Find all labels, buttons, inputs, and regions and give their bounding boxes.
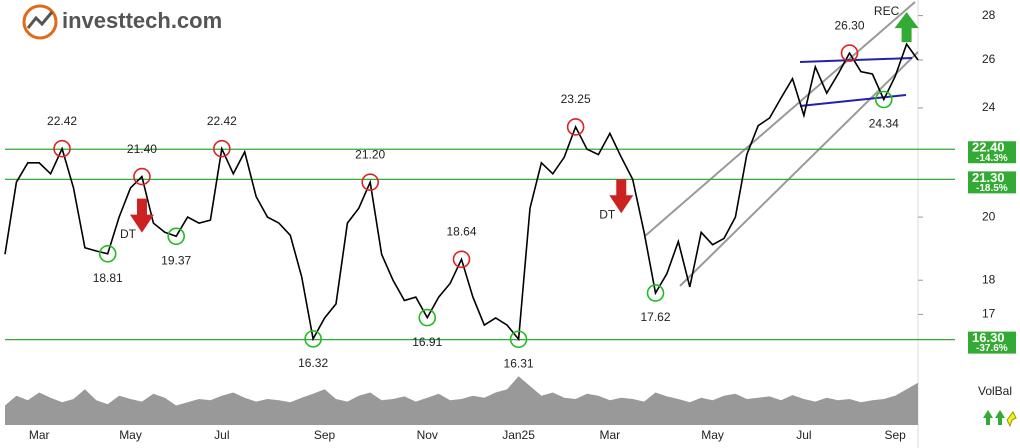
logo-icon-line — [26, 11, 54, 29]
y-tick-label: 18 — [982, 272, 996, 286]
y-tick-label: 17 — [982, 307, 996, 321]
y-tick-label: 26 — [982, 52, 996, 66]
logo-icon — [22, 4, 58, 40]
level-label-box — [968, 141, 1016, 164]
extreme-marker — [840, 44, 859, 62]
level-label: 16.30 — [972, 330, 1005, 345]
level-label-box — [968, 331, 1016, 354]
signal-label: DT — [120, 227, 137, 241]
y-tick-label: 28 — [982, 8, 996, 22]
extreme-label: 16.91 — [412, 335, 442, 349]
extreme-marker — [304, 330, 322, 348]
extreme-marker — [53, 139, 71, 158]
extreme-marker — [452, 250, 471, 269]
volume-area — [5, 376, 918, 425]
signal-icons — [983, 410, 1017, 428]
trend-channel — [679, 51, 919, 287]
signal-label: REC — [874, 4, 900, 18]
trend-line — [799, 57, 913, 63]
extreme-label: 24.34 — [869, 117, 899, 131]
extreme-marker — [874, 90, 893, 109]
extreme-marker — [133, 167, 151, 186]
y-tick-label: 24 — [982, 100, 996, 114]
x-tick-label: Mar — [600, 428, 621, 442]
x-tick-label: May — [701, 428, 724, 442]
signal-icon — [1006, 411, 1017, 428]
logo-text: investtech.com — [62, 8, 222, 33]
level-label: 21.30 — [972, 170, 1005, 185]
x-tick-label: Sep — [314, 428, 336, 442]
sell-arrow — [129, 198, 154, 233]
signal-label: DT — [599, 207, 616, 221]
extreme-label: 21.40 — [127, 142, 157, 156]
extreme-label: 18.64 — [446, 224, 476, 238]
extreme-marker — [98, 245, 117, 263]
level-change: -37.6% — [976, 343, 1008, 354]
extreme-label: 22.42 — [47, 114, 77, 128]
extreme-label: 17.62 — [640, 310, 670, 324]
extreme-label: 19.37 — [161, 253, 191, 267]
sell-arrow — [609, 179, 634, 214]
x-tick-label: Mar — [29, 428, 50, 442]
level-label-box — [968, 171, 1016, 194]
y-tick-label: 20 — [982, 209, 996, 223]
signal-icon — [995, 410, 1005, 425]
x-tick-label: Jul — [796, 428, 811, 442]
volume-label: VolBal — [978, 384, 1012, 398]
extreme-label: 16.32 — [298, 356, 328, 370]
buy-arrow — [894, 12, 919, 43]
extreme-marker — [213, 139, 231, 158]
extreme-label: 22.42 — [207, 114, 237, 128]
x-tick-label: Sep — [884, 428, 906, 442]
x-tick-label: May — [119, 428, 142, 442]
x-tick-label: Nov — [417, 428, 438, 442]
level-change: -14.3% — [976, 153, 1008, 164]
extreme-marker — [167, 227, 185, 246]
extreme-label: 26.30 — [835, 18, 865, 32]
extreme-marker — [361, 173, 380, 192]
extreme-marker — [566, 118, 585, 136]
extreme-marker — [418, 308, 437, 327]
x-tick-label: Jul — [214, 428, 229, 442]
extreme-label: 18.81 — [93, 271, 123, 285]
extreme-marker — [509, 330, 528, 349]
logo: investtech.com — [22, 4, 222, 40]
x-tick-label: Jan25 — [502, 428, 535, 442]
extreme-label: 21.20 — [355, 147, 385, 161]
extreme-label: 23.25 — [561, 92, 591, 106]
extreme-label: 16.31 — [504, 356, 534, 370]
trend-line — [799, 94, 907, 107]
signal-icon — [983, 410, 993, 425]
extreme-marker — [646, 284, 665, 302]
level-change: -18.5% — [976, 183, 1008, 194]
trend-channel — [644, 1, 916, 237]
level-label: 22.40 — [972, 140, 1005, 155]
price-line — [4, 42, 919, 342]
